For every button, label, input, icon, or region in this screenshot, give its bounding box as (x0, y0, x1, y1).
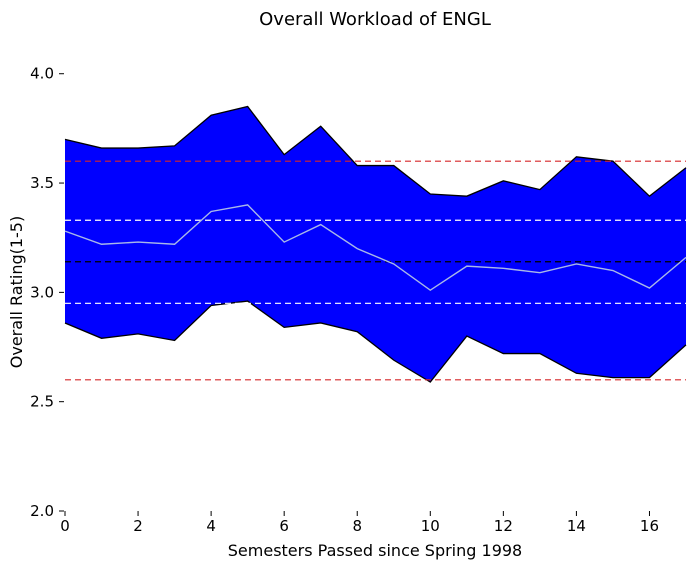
axes: 0 2 4 6 8 10 12 14 16 2.0 2.5 3.0 3.5 4.0 (30, 65, 659, 535)
y-tick-label-2: 2.0 (30, 502, 54, 520)
y-tick-label-3.5: 3.5 (30, 174, 54, 192)
y-tick-label-2.5: 2.5 (30, 393, 54, 411)
mean-line (64, 204, 687, 292)
x-tick-label-16: 16 (640, 517, 659, 535)
plot-area (64, 105, 687, 383)
x-tick-label-2: 2 (133, 517, 143, 535)
x-tick-label-12: 12 (494, 517, 513, 535)
x-axis-label: Semesters Passed since Spring 1998 (228, 541, 522, 560)
y-tick-label-3: 3.0 (30, 283, 54, 301)
x-tick-label-14: 14 (567, 517, 586, 535)
upper-bound-line (64, 105, 687, 198)
x-tick-label-6: 6 (279, 517, 289, 535)
x-tick-label-10: 10 (421, 517, 440, 535)
y-tick-label-4: 4.0 (30, 65, 54, 83)
lower-bound-line (64, 300, 687, 383)
x-tick-label-0: 0 (60, 517, 70, 535)
x-tick-label-4: 4 (206, 517, 216, 535)
confidence-band (65, 106, 686, 383)
x-tick-label-8: 8 (352, 517, 362, 535)
chart-title: Overall Workload of ENGL (259, 9, 491, 30)
y-axis-label: Overall Rating(1-5) (7, 216, 26, 368)
